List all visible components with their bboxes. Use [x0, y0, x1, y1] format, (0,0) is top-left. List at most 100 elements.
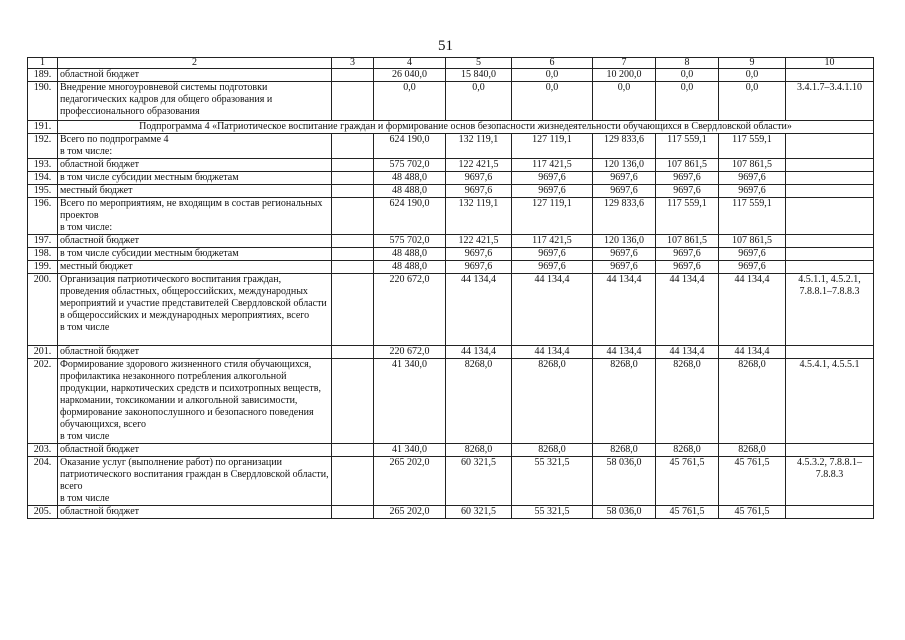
value-cell: 8268,0 — [592, 358, 656, 444]
value-cell: 9697,6 — [718, 247, 786, 261]
row-number: 205. — [27, 505, 58, 519]
value-cell: 120 136,0 — [592, 158, 656, 172]
column-header: 2 — [57, 57, 332, 69]
value-cell: 45 761,5 — [718, 456, 786, 506]
subprogram-heading: Подпрограмма 4 «Патриотическое воспитани… — [57, 120, 874, 134]
value-cell: 120 136,0 — [592, 234, 656, 248]
value-cell — [331, 456, 374, 506]
value-cell: 48 488,0 — [373, 184, 446, 198]
value-cell: 55 321,5 — [511, 505, 593, 519]
value-cell: 8268,0 — [655, 443, 719, 457]
value-cell: 265 202,0 — [373, 456, 446, 506]
value-cell: 44 134,4 — [511, 273, 593, 346]
value-cell: 9697,6 — [655, 260, 719, 274]
value-cell: 8268,0 — [718, 358, 786, 444]
value-cell: 107 861,5 — [655, 158, 719, 172]
value-cell: 9697,6 — [655, 247, 719, 261]
column-header: 5 — [445, 57, 512, 69]
row-name: Внедрение многоуровневой системы подгото… — [57, 81, 332, 121]
value-cell: 132 119,1 — [445, 133, 512, 159]
value-cell: 117 559,1 — [655, 133, 719, 159]
value-cell: 44 134,4 — [592, 345, 656, 359]
column-header: 9 — [718, 57, 786, 69]
table-row: 197. областной бюджет 575 702,0 122 421,5 11… — [27, 234, 874, 248]
value-cell: 117 559,1 — [718, 133, 786, 159]
value-cell: 15 840,0 — [445, 68, 512, 82]
value-cell: 9697,6 — [445, 260, 512, 274]
value-cell: 45 761,5 — [655, 505, 719, 519]
value-cell: 8268,0 — [445, 443, 512, 457]
value-cell — [331, 81, 374, 121]
value-cell: 58 036,0 — [592, 456, 656, 506]
value-cell: 58 036,0 — [592, 505, 656, 519]
value-cell: 0,0 — [655, 81, 719, 121]
row-name: областной бюджет — [57, 505, 332, 519]
target-indicator-cell — [785, 247, 874, 261]
value-cell: 44 134,4 — [655, 273, 719, 346]
value-cell — [331, 273, 374, 346]
value-cell — [331, 197, 374, 235]
table-row: 192. Всего по подпрограмме 4 в том числе:… — [27, 133, 874, 159]
table-row: 204. Оказание услуг (выполнение работ) по… — [27, 456, 874, 506]
value-cell: 9697,6 — [655, 184, 719, 198]
row-name: Оказание услуг (выполнение работ) по орг… — [57, 456, 332, 506]
value-cell: 44 134,4 — [445, 345, 512, 359]
value-cell: 0,0 — [718, 68, 786, 82]
column-header: 10 — [785, 57, 874, 69]
value-cell: 9697,6 — [511, 184, 593, 198]
table-row: 193. областной бюджет 575 702,0 122 421,5 11… — [27, 158, 874, 172]
target-indicator-cell: 4.5.3.2, 7.8.8.1–7.8.8.3 — [785, 456, 874, 506]
row-name: в том числе субсидии местным бюджетам — [57, 171, 332, 185]
value-cell: 8268,0 — [655, 358, 719, 444]
value-cell: 9697,6 — [592, 184, 656, 198]
value-cell: 220 672,0 — [373, 345, 446, 359]
value-cell: 127 119,1 — [511, 133, 593, 159]
value-cell: 117 421,5 — [511, 234, 593, 248]
row-name: Формирование здорового жизненного стиля … — [57, 358, 332, 444]
row-number: 202. — [27, 358, 58, 444]
value-cell: 107 861,5 — [655, 234, 719, 248]
row-number: 200. — [27, 273, 58, 346]
value-cell: 9697,6 — [655, 171, 719, 185]
value-cell: 0,0 — [511, 81, 593, 121]
row-number: 204. — [27, 456, 58, 506]
table-row: 203. областной бюджет 41 340,0 8268,0 8268,0… — [27, 443, 874, 457]
value-cell: 44 134,4 — [718, 273, 786, 346]
value-cell: 45 761,5 — [718, 505, 786, 519]
row-number: 189. — [27, 68, 58, 82]
target-indicator-cell — [785, 68, 874, 82]
value-cell — [331, 184, 374, 198]
row-name: местный бюджет — [57, 184, 332, 198]
target-indicator-cell — [785, 171, 874, 185]
value-cell: 41 340,0 — [373, 443, 446, 457]
value-cell: 132 119,1 — [445, 197, 512, 235]
column-header: 1 — [27, 57, 58, 69]
target-indicator-cell — [785, 345, 874, 359]
page-number: 51 — [438, 38, 453, 54]
value-cell: 8268,0 — [511, 358, 593, 444]
header-row: 1 2 3 4 5 6 7 8 9 10 — [27, 57, 874, 69]
value-cell: 0,0 — [511, 68, 593, 82]
target-indicator-cell — [785, 158, 874, 172]
row-number: 191. — [27, 120, 58, 134]
table-row: 191. Подпрограмма 4 «Патриотическое воспи… — [27, 120, 874, 134]
column-header: 8 — [655, 57, 719, 69]
target-indicator-cell — [785, 234, 874, 248]
value-cell: 9697,6 — [445, 171, 512, 185]
row-name: в том числе субсидии местным бюджетам — [57, 247, 332, 261]
target-indicator-cell — [785, 133, 874, 159]
value-cell: 9697,6 — [592, 260, 656, 274]
table-row: 200. Организация патриотического воспитан… — [27, 273, 874, 346]
row-number: 198. — [27, 247, 58, 261]
column-header: 6 — [511, 57, 593, 69]
column-header: 3 — [331, 57, 374, 69]
value-cell: 44 134,4 — [718, 345, 786, 359]
target-indicator-cell: 4.5.4.1, 4.5.5.1 — [785, 358, 874, 444]
row-name: областной бюджет — [57, 345, 332, 359]
row-name: областной бюджет — [57, 158, 332, 172]
value-cell — [331, 247, 374, 261]
value-cell: 9697,6 — [592, 247, 656, 261]
value-cell: 44 134,4 — [445, 273, 512, 346]
value-cell: 9697,6 — [718, 171, 786, 185]
